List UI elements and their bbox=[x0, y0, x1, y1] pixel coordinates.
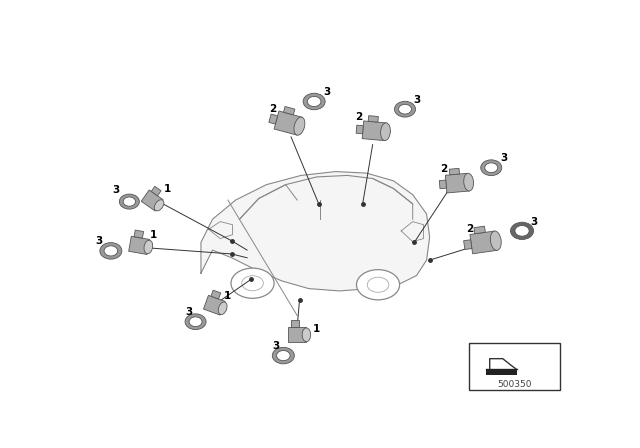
Bar bbox=[291, 320, 299, 327]
Ellipse shape bbox=[302, 328, 310, 342]
Ellipse shape bbox=[273, 347, 294, 364]
Bar bbox=[474, 226, 485, 234]
Text: 3: 3 bbox=[186, 307, 193, 317]
Text: 2: 2 bbox=[466, 224, 474, 234]
Bar bbox=[204, 295, 225, 315]
Text: 2: 2 bbox=[355, 112, 362, 122]
Bar bbox=[368, 116, 378, 122]
Bar bbox=[486, 370, 516, 375]
Text: 3: 3 bbox=[272, 341, 279, 351]
Ellipse shape bbox=[484, 163, 498, 172]
Text: 500350: 500350 bbox=[497, 380, 532, 389]
Text: 2: 2 bbox=[269, 104, 276, 114]
Text: 3: 3 bbox=[413, 95, 421, 105]
Bar bbox=[449, 168, 460, 175]
Bar bbox=[274, 111, 302, 135]
Ellipse shape bbox=[123, 197, 136, 206]
Ellipse shape bbox=[242, 276, 263, 291]
Bar bbox=[288, 327, 307, 342]
Bar bbox=[129, 236, 150, 254]
Text: 1: 1 bbox=[150, 230, 157, 240]
Bar bbox=[439, 180, 447, 189]
Polygon shape bbox=[201, 172, 429, 291]
Text: 1: 1 bbox=[164, 184, 172, 194]
Text: 3: 3 bbox=[500, 154, 507, 164]
Ellipse shape bbox=[303, 93, 325, 110]
Bar bbox=[134, 230, 143, 238]
Text: 3: 3 bbox=[113, 185, 120, 195]
Ellipse shape bbox=[356, 270, 399, 300]
Ellipse shape bbox=[185, 314, 206, 330]
Ellipse shape bbox=[511, 222, 534, 240]
Ellipse shape bbox=[144, 240, 153, 254]
Bar bbox=[284, 107, 295, 115]
Ellipse shape bbox=[154, 200, 164, 211]
Ellipse shape bbox=[490, 231, 501, 250]
Text: 3: 3 bbox=[95, 236, 102, 246]
Ellipse shape bbox=[231, 268, 274, 298]
Ellipse shape bbox=[399, 104, 412, 114]
Bar bbox=[470, 231, 497, 254]
Bar bbox=[269, 114, 278, 124]
Text: 3: 3 bbox=[531, 217, 538, 227]
Ellipse shape bbox=[464, 173, 474, 191]
Ellipse shape bbox=[381, 123, 390, 141]
Ellipse shape bbox=[218, 302, 227, 314]
Ellipse shape bbox=[276, 350, 290, 361]
Text: 1: 1 bbox=[313, 324, 320, 334]
Bar bbox=[211, 290, 221, 299]
Ellipse shape bbox=[367, 277, 389, 292]
Ellipse shape bbox=[307, 96, 321, 107]
Bar bbox=[356, 125, 364, 134]
Ellipse shape bbox=[119, 194, 140, 209]
Ellipse shape bbox=[189, 317, 202, 327]
Text: 2: 2 bbox=[440, 164, 447, 174]
Bar bbox=[151, 186, 161, 196]
Ellipse shape bbox=[294, 117, 305, 135]
Ellipse shape bbox=[481, 160, 502, 176]
Bar bbox=[445, 173, 469, 193]
Bar bbox=[463, 240, 472, 250]
Ellipse shape bbox=[104, 246, 118, 256]
Bar bbox=[141, 190, 163, 211]
Text: 1: 1 bbox=[224, 291, 232, 302]
Bar bbox=[362, 121, 387, 141]
Ellipse shape bbox=[394, 101, 415, 117]
Text: 3: 3 bbox=[323, 87, 330, 97]
Ellipse shape bbox=[515, 225, 529, 236]
Bar bbox=[469, 343, 560, 390]
Ellipse shape bbox=[100, 243, 122, 259]
